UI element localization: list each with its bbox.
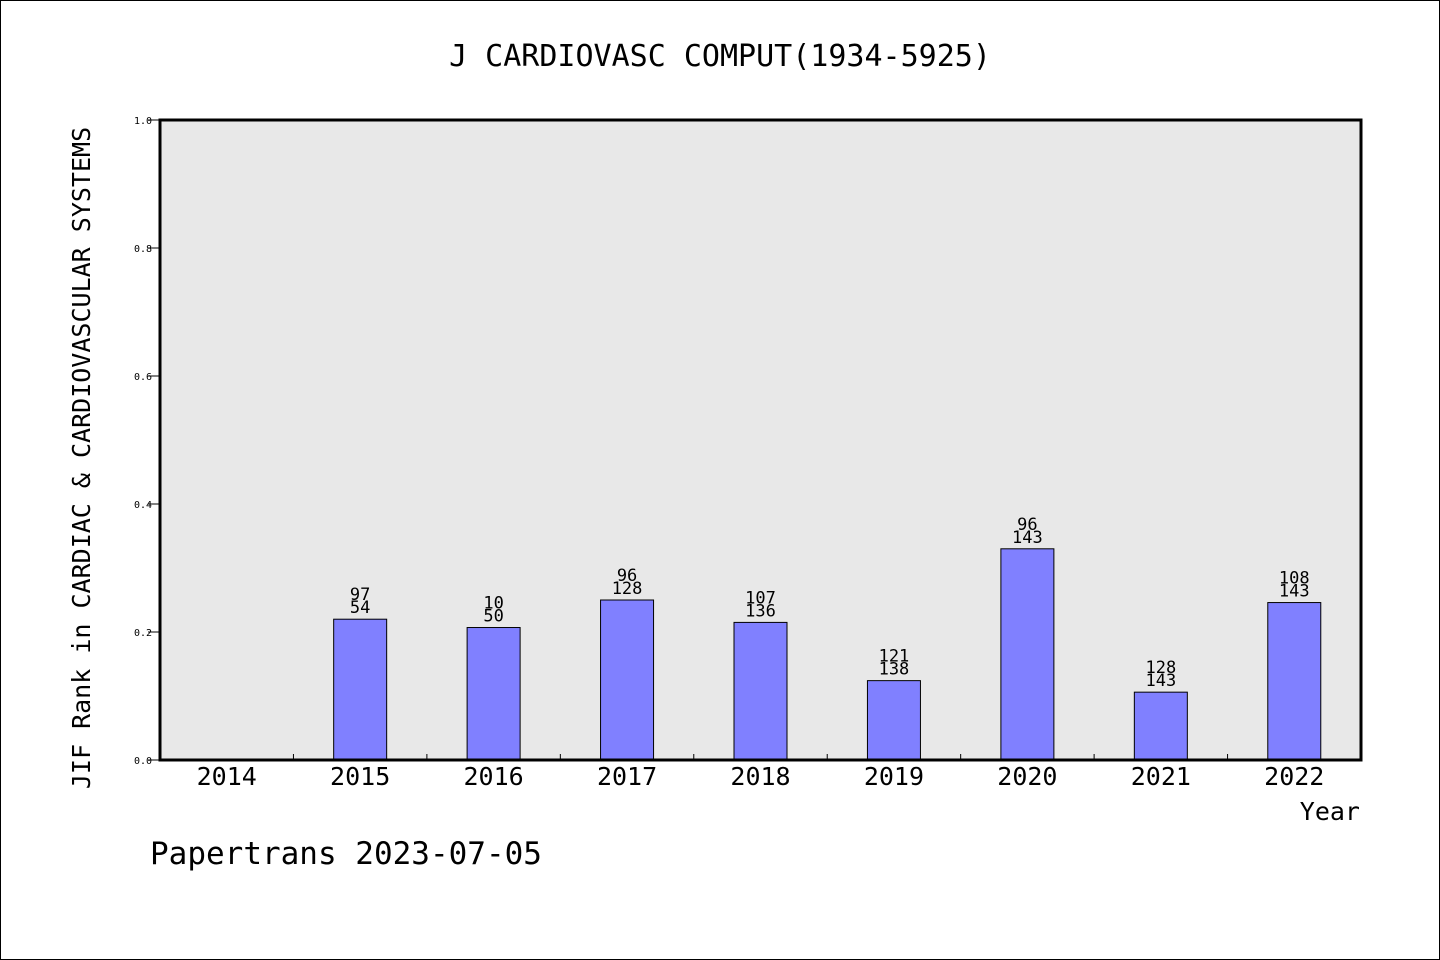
data-label-bottom: 143 — [1012, 528, 1043, 548]
x-axis-label: Year — [1300, 797, 1360, 826]
x-tick-label: 2018 — [730, 762, 790, 791]
y-tick-label: 0.0 — [134, 756, 152, 767]
bar-2015 — [333, 618, 388, 761]
data-label-top: 128 — [1145, 658, 1176, 678]
data-label-bottom: 143 — [1279, 582, 1310, 602]
footer-credit: Papertrans 2023-07-05 — [150, 836, 542, 872]
x-tick-label: 2017 — [597, 762, 657, 791]
y-axis: 0.0 0.2 0.4 0.6 0.8 1.0 — [134, 116, 160, 767]
plot-border — [158, 118, 1363, 762]
bar-2018 — [733, 621, 788, 761]
data-label-bottom: 136 — [745, 601, 776, 621]
data-label-top: 107 — [745, 588, 776, 608]
bar-2016 — [466, 627, 521, 761]
data-label-top: 96 — [1017, 515, 1037, 535]
data-label-bottom: 54 — [350, 598, 370, 618]
x-tick-label: 2019 — [864, 762, 924, 791]
data-label-top: 10 — [483, 594, 503, 614]
bar-2019 — [866, 680, 921, 761]
data-label-bottom: 50 — [483, 607, 503, 627]
bar-2021 — [1133, 691, 1188, 761]
data-label-top: 121 — [879, 647, 910, 667]
x-tick-label: 2014 — [197, 762, 257, 791]
x-tick-label: 2015 — [330, 762, 390, 791]
y-axis-label: JIF Rank in CARDIAC & CARDIOVASCULAR SYS… — [67, 127, 96, 789]
x-tick-label: 2016 — [464, 762, 524, 791]
chart-title: J CARDIOVASC COMPUT(1934-5925) — [449, 39, 991, 74]
x-tick-label: 2021 — [1131, 762, 1191, 791]
bars-group — [333, 548, 1322, 761]
x-axis: 2014 2015 2016 2017 2018 2019 2020 2021 2022 — [197, 754, 1324, 791]
y-tick-label: 0.6 — [134, 372, 152, 383]
y-tick-label: 1.0 — [134, 116, 152, 127]
data-label-top: 96 — [617, 566, 637, 586]
x-tick-label: 2022 — [1264, 762, 1324, 791]
data-label-bottom: 138 — [879, 660, 910, 680]
x-tick-label: 2020 — [997, 762, 1057, 791]
bar-2020 — [1000, 548, 1055, 761]
bar-2017 — [600, 599, 655, 761]
data-label-top: 97 — [350, 585, 370, 605]
data-label-bottom: 128 — [612, 579, 643, 599]
data-label-top: 108 — [1279, 569, 1310, 589]
y-tick-label: 0.2 — [134, 628, 152, 639]
y-tick-label: 0.8 — [134, 244, 152, 255]
data-label-bottom: 143 — [1145, 671, 1176, 691]
y-tick-label: 0.4 — [134, 500, 152, 511]
bar-2022 — [1267, 602, 1322, 761]
